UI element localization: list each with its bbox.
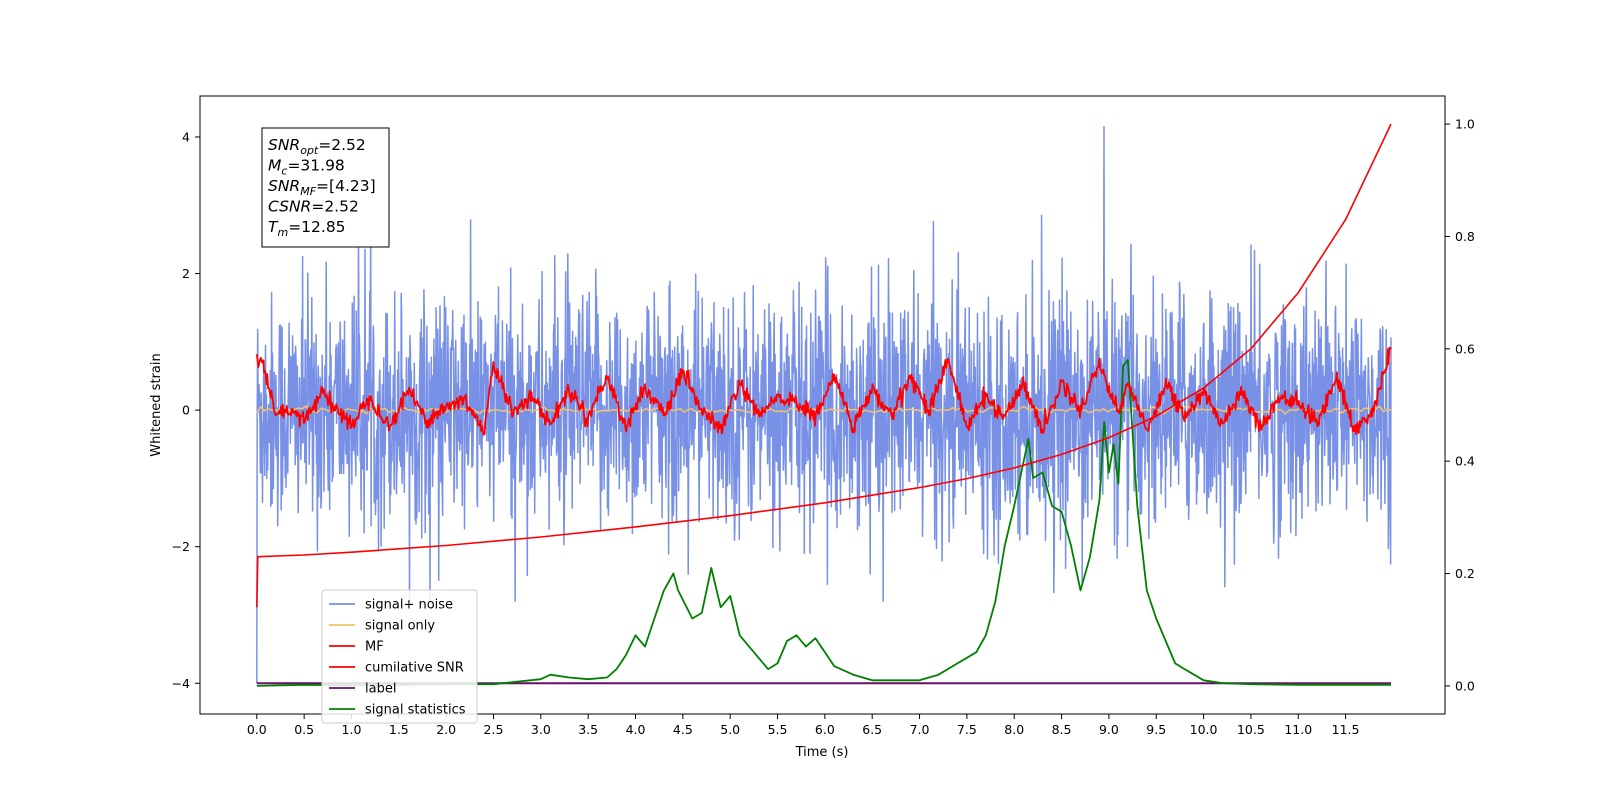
series-mf xyxy=(255,346,1392,436)
annotation-line: CSNR=2.52 xyxy=(268,198,359,216)
y2-tick-label: 0.8 xyxy=(1455,229,1475,244)
y-tick-label: 0 xyxy=(182,403,190,418)
legend-item-cumilative-snr: cumilative SNR xyxy=(329,661,464,676)
legend-label: signal+ noise xyxy=(365,598,453,613)
x-tick-label: 0.0 xyxy=(247,722,267,737)
y2-tick-label: 1.0 xyxy=(1455,117,1475,132)
x-tick-label: 0.5 xyxy=(294,722,314,737)
x-tick-label: 5.0 xyxy=(720,722,740,737)
x-tick-label: 7.0 xyxy=(910,722,930,737)
x-tick-label: 6.5 xyxy=(862,722,882,737)
y-axis-left: −4 −2 0 2 4 xyxy=(172,129,200,691)
y-axis-right: 0.0 0.2 0.4 0.6 0.8 1.0 xyxy=(1445,117,1475,693)
annotation-line: Mc=31.98 xyxy=(268,157,345,178)
y-axis-label: Whitened strain xyxy=(149,353,164,456)
x-tick-label: 4.5 xyxy=(673,722,693,737)
x-tick-label: 2.5 xyxy=(484,722,504,737)
x-tick-label: 7.5 xyxy=(957,722,977,737)
x-tick-label: 11.5 xyxy=(1332,722,1360,737)
legend-label: label xyxy=(365,682,396,697)
x-tick-label: 4.0 xyxy=(626,722,646,737)
x-tick-label: 9.0 xyxy=(1099,722,1119,737)
legend-item-signal-only: signal only xyxy=(329,619,435,634)
y-tick-label: 4 xyxy=(182,129,190,144)
x-tick-label: 11.0 xyxy=(1284,722,1312,737)
series-cumilative-snr xyxy=(256,123,1392,608)
y2-tick-label: 0.4 xyxy=(1455,454,1475,469)
legend: signal+ noise signal only MF cumilative SNR… xyxy=(321,589,478,724)
plot-frame xyxy=(199,95,1446,715)
legend-label: signal only xyxy=(365,619,435,634)
legend-item-signal-statistics: signal statistics xyxy=(329,703,466,718)
x-axis-label: Time (s) xyxy=(795,745,849,760)
x-tick-label: 2.0 xyxy=(436,722,456,737)
x-tick-label: 5.5 xyxy=(768,722,788,737)
y-tick-label: −4 xyxy=(172,676,190,691)
legend-item-mf: MF xyxy=(329,640,384,655)
series-signal-only xyxy=(256,404,1392,415)
y2-tick-label: 0.0 xyxy=(1455,678,1475,693)
series-signal-statistics xyxy=(256,359,1391,687)
x-tick-label: 1.5 xyxy=(389,722,409,737)
annotation-line: SNRopt=2.52 xyxy=(268,136,366,157)
legend-label: signal statistics xyxy=(365,703,466,718)
x-tick-label: 3.5 xyxy=(578,722,598,737)
x-tick-label: 8.0 xyxy=(1004,722,1024,737)
annotation-line: SNRMF=[4.23] xyxy=(268,177,376,198)
annotation-box: SNRopt=2.52Mc=31.98SNRMF=[4.23]CSNR=2.52… xyxy=(261,127,390,248)
x-tick-label: 1.0 xyxy=(342,722,362,737)
y-tick-label: 2 xyxy=(182,266,190,281)
x-tick-label: 10.5 xyxy=(1237,722,1265,737)
legend-label: cumilative SNR xyxy=(365,661,464,676)
legend-item-signal-noise: signal+ noise xyxy=(329,598,453,613)
x-tick-label: 9.5 xyxy=(1146,722,1166,737)
y2-tick-label: 0.2 xyxy=(1455,566,1475,581)
x-tick-label: 6.0 xyxy=(815,722,835,737)
y-tick-label: −2 xyxy=(172,539,190,554)
legend-item-label: label xyxy=(329,682,396,697)
legend-label: MF xyxy=(365,640,384,655)
x-tick-label: 10.0 xyxy=(1190,722,1218,737)
x-axis: 0.0 0.5 1.0 1.5 2.0 2.5 3.0 3.5 4.0 4.5 5.0 5.5 6.0 6… xyxy=(247,714,1360,737)
annotation-line: Tm=12.85 xyxy=(268,218,346,239)
x-tick-label: 3.0 xyxy=(531,722,551,737)
x-tick-label: 8.5 xyxy=(1052,722,1072,737)
y2-tick-label: 0.6 xyxy=(1455,341,1475,356)
